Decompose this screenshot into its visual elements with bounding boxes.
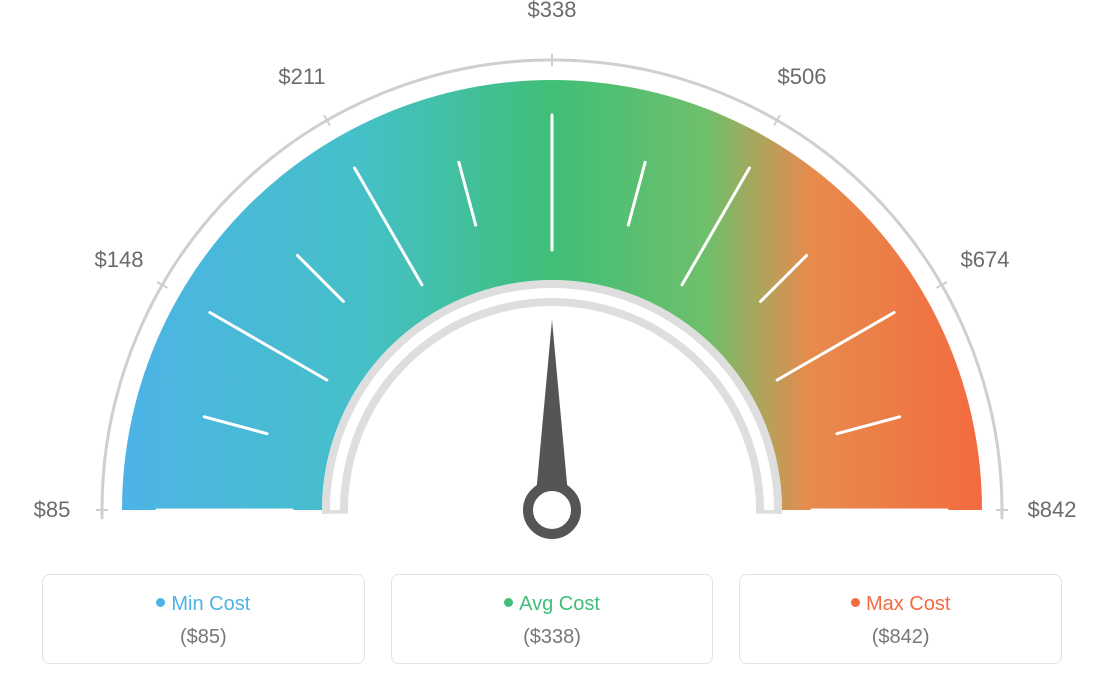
legend-row: Min Cost ($85) Avg Cost ($338) Max Cost …: [42, 574, 1062, 664]
legend-label-max: Max Cost: [866, 593, 950, 615]
legend-card-min: Min Cost ($85): [42, 574, 365, 664]
gauge-tick-label: $338: [528, 0, 577, 23]
gauge-tick-label: $842: [1028, 497, 1077, 523]
dot-max-icon: [851, 598, 860, 607]
legend-label-min: Min Cost: [171, 593, 250, 615]
legend-title-min: Min Cost: [53, 593, 354, 616]
legend-value-min: ($85): [53, 626, 354, 649]
gauge-tick-label: $85: [34, 497, 71, 523]
gauge-tick-label: $674: [961, 247, 1010, 273]
legend-title-max: Max Cost: [750, 593, 1051, 616]
legend-title-avg: Avg Cost: [402, 593, 703, 616]
gauge-svg: [0, 0, 1104, 560]
legend-card-max: Max Cost ($842): [739, 574, 1062, 664]
gauge-tick-label: $148: [95, 247, 144, 273]
legend-label-avg: Avg Cost: [519, 593, 600, 615]
dot-min-icon: [156, 598, 165, 607]
gauge-tick-label: $211: [278, 64, 325, 90]
gauge-tick-label: $506: [778, 64, 827, 90]
legend-value-avg: ($338): [402, 626, 703, 649]
cost-gauge: $85 $148 $211 $338 $506 $674 $842: [0, 0, 1104, 560]
dot-avg-icon: [504, 598, 513, 607]
legend-card-avg: Avg Cost ($338): [391, 574, 714, 664]
legend-value-max: ($842): [750, 626, 1051, 649]
